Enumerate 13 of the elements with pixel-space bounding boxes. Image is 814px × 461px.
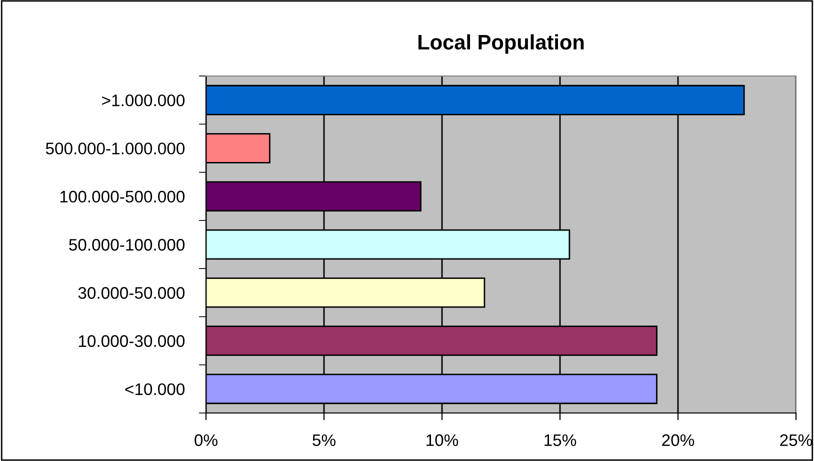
y-tick-label: 10.000-30.000: [78, 335, 185, 347]
y-tick-label: >1.000.000: [102, 94, 185, 106]
y-tick-label: 500.000-1.000.000: [46, 142, 185, 154]
x-tick-label: 5%: [312, 434, 336, 446]
chart-title: Local Population: [418, 34, 584, 54]
x-tick-label: 10%: [426, 434, 458, 446]
x-tick-label: 15%: [544, 434, 576, 446]
y-tick-label: 30.000-50.000: [78, 287, 185, 299]
x-tick-label: 0%: [194, 434, 218, 446]
y-tick-label: 100.000-500.000: [60, 190, 185, 203]
y-tick-label: 50.000-100.000: [69, 238, 185, 251]
x-tick-label: 20%: [662, 434, 694, 446]
y-tick-label: <10.000: [125, 383, 185, 396]
